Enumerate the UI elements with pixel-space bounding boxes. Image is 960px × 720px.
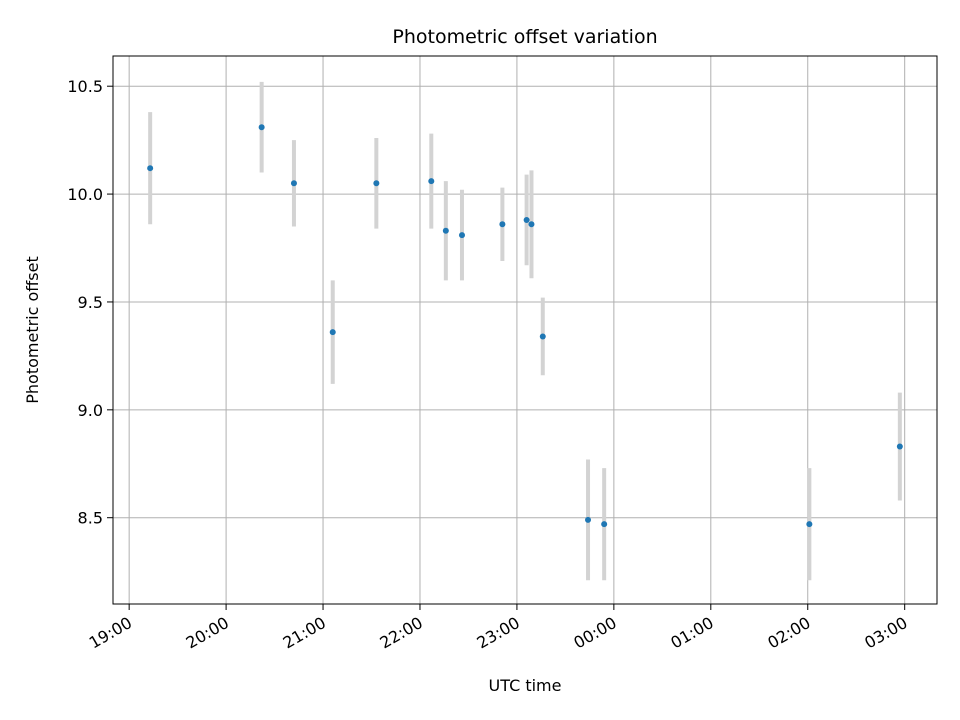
error-bars <box>148 81 902 581</box>
y-tick-label: 8.5 <box>78 509 103 528</box>
x-tick-label: 02:00 <box>764 613 813 653</box>
x-tick-label: 20:00 <box>183 613 232 653</box>
x-tick-label: 19:00 <box>86 613 135 653</box>
data-point <box>458 232 465 239</box>
data-point <box>147 165 154 172</box>
x-tick-label: 22:00 <box>377 613 426 653</box>
x-tick-label: 03:00 <box>861 613 910 653</box>
data-point <box>499 221 506 228</box>
data-point <box>523 216 530 223</box>
x-tick-label: 21:00 <box>280 613 329 653</box>
y-axis-ticks: 8.5 9.0 9.5 10.0 10.5 <box>67 77 113 528</box>
x-tick-label: 01:00 <box>667 613 716 653</box>
data-point <box>442 227 449 234</box>
data-point <box>601 521 608 528</box>
data-point <box>258 124 265 131</box>
data-point <box>585 516 592 523</box>
data-points <box>147 124 903 528</box>
x-tick-label: 00:00 <box>570 613 619 653</box>
y-axis-label: Photometric offset <box>23 256 42 404</box>
data-point <box>329 329 336 336</box>
y-tick-label: 10.5 <box>67 77 103 96</box>
data-point <box>896 443 903 450</box>
x-axis-ticks: 19:00 20:00 21:00 22:00 23:00 00:00 01:00 02:00… <box>86 604 911 653</box>
plot-frame <box>112 55 938 605</box>
chart-title: Photometric offset variation <box>392 26 657 48</box>
data-point <box>373 180 380 187</box>
y-tick-label: 10.0 <box>67 185 103 204</box>
y-tick-label: 9.0 <box>78 401 103 420</box>
x-axis-label: UTC time <box>489 676 562 695</box>
data-point <box>528 221 535 228</box>
data-point <box>539 333 546 340</box>
data-point <box>806 521 813 528</box>
grid <box>113 56 937 604</box>
y-tick-label: 9.5 <box>78 293 103 312</box>
data-point <box>428 178 435 185</box>
data-point <box>290 180 297 187</box>
x-tick-label: 23:00 <box>473 613 522 653</box>
